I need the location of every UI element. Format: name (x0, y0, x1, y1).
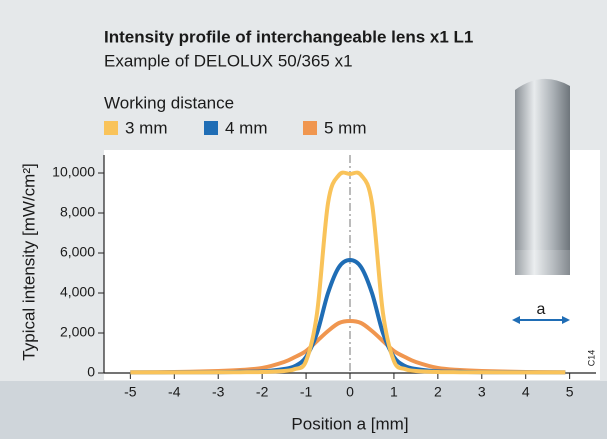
x-tick-label: -1 (300, 384, 313, 400)
legend-label: 5 mm (324, 118, 367, 137)
x-tick-label: -4 (168, 384, 181, 400)
x-tick-label: 1 (390, 384, 398, 400)
legend-swatch (204, 121, 218, 135)
y-tick-label: 8,000 (60, 204, 95, 220)
x-tick-label: 4 (522, 384, 530, 400)
y-tick-label: 0 (87, 364, 95, 380)
legend-label: 4 mm (225, 118, 268, 137)
legend-label: 3 mm (125, 118, 168, 137)
y-tick-label: 2,000 (60, 324, 95, 340)
x-tick-label: -5 (124, 384, 137, 400)
figure-code: C14 (586, 350, 596, 367)
legend-swatch (104, 121, 118, 135)
chart-title: Intensity profile of interchangeable len… (104, 27, 473, 46)
y-axis-label: Typical intensity [mW/cm²] (19, 163, 38, 360)
chart-subtitle: Example of DELOLUX 50/365 x1 (104, 51, 353, 70)
y-tick-label: 10,000 (52, 164, 95, 180)
x-tick-label: 0 (346, 384, 354, 400)
x-tick-label: 5 (566, 384, 574, 400)
lens-label: a (537, 301, 546, 318)
legend-title: Working distance (104, 93, 234, 112)
y-tick-label: 6,000 (60, 244, 95, 260)
x-tick-label: -2 (256, 384, 269, 400)
x-tick-label: 3 (478, 384, 486, 400)
y-tick-label: 4,000 (60, 284, 95, 300)
chart: Intensity profile of interchangeable len… (0, 0, 607, 439)
x-tick-label: -3 (212, 384, 225, 400)
x-tick-label: 2 (434, 384, 442, 400)
legend-swatch (303, 121, 317, 135)
x-axis-label: Position a [mm] (291, 414, 408, 433)
